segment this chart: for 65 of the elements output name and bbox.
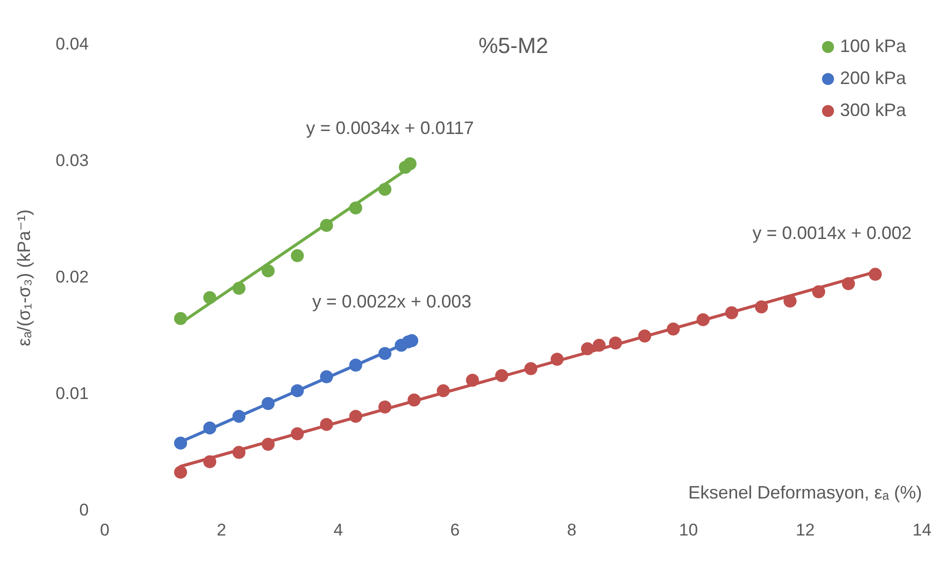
point xyxy=(378,400,392,414)
x-tick-label: 2 xyxy=(216,520,226,540)
x-tick-label: 12 xyxy=(796,520,815,540)
legend-label: 100 kPa xyxy=(840,36,908,56)
point xyxy=(495,369,508,382)
point xyxy=(784,294,797,308)
chart-title: %5-M2 xyxy=(478,33,548,58)
x-axis-title: Eksenel Deformasyon, εₐ (%) xyxy=(688,482,922,503)
point xyxy=(436,384,450,398)
point xyxy=(842,277,855,290)
y-tick-label: 0.01 xyxy=(56,384,89,403)
point xyxy=(320,218,334,232)
point xyxy=(524,362,538,376)
point xyxy=(725,306,738,320)
y-axis-title: εₐ/(σ₁-σ₃) (kPa⁻¹) xyxy=(14,209,34,346)
point xyxy=(378,182,392,196)
y-tick-label: 0.04 xyxy=(56,34,89,54)
point xyxy=(232,446,246,459)
point xyxy=(203,421,216,434)
point xyxy=(754,300,768,314)
annotation: y = 0.0014x + 0.002 xyxy=(752,222,912,243)
point xyxy=(349,410,362,423)
point xyxy=(290,249,304,262)
x-tick-label: 10 xyxy=(679,520,698,540)
point xyxy=(349,201,362,214)
point xyxy=(174,436,188,450)
x-tick-label: 6 xyxy=(450,520,460,540)
point xyxy=(404,157,417,170)
point xyxy=(609,336,622,350)
point xyxy=(592,338,606,352)
y-tick-label: 0.02 xyxy=(56,267,89,286)
x-tick-label: 0 xyxy=(100,520,110,540)
legend-label: 300 kPa xyxy=(840,100,908,120)
point xyxy=(580,342,594,356)
point xyxy=(868,268,882,281)
point xyxy=(666,322,680,336)
y-tick-label: 0 xyxy=(79,500,89,520)
point xyxy=(290,384,304,398)
point xyxy=(203,291,216,304)
point xyxy=(232,282,246,295)
point xyxy=(203,455,216,468)
point xyxy=(174,312,188,326)
y-tick-label: 0.03 xyxy=(56,151,89,170)
point xyxy=(696,313,710,326)
annotation: y = 0.0022x + 0.003 xyxy=(312,292,472,312)
point xyxy=(262,438,275,451)
point xyxy=(349,358,362,372)
point xyxy=(320,370,334,384)
point xyxy=(466,374,479,387)
point xyxy=(550,352,564,366)
x-tick-label: 14 xyxy=(912,520,932,540)
x-tick-label: 4 xyxy=(333,520,343,540)
point xyxy=(320,418,334,431)
point xyxy=(638,330,652,342)
point xyxy=(174,466,188,479)
point xyxy=(262,397,275,410)
point xyxy=(812,285,826,298)
point xyxy=(290,427,304,440)
x-tick-label: 8 xyxy=(566,520,576,540)
annotation: y = 0.0034x + 0.0117 xyxy=(306,118,474,138)
point xyxy=(408,394,421,407)
point xyxy=(232,410,246,423)
point xyxy=(262,264,275,278)
legend-label: 200 kPa xyxy=(840,68,908,88)
point xyxy=(378,346,392,360)
